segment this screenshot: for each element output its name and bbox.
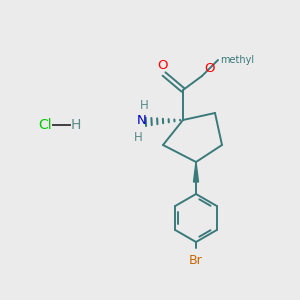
Text: O: O (158, 59, 168, 72)
Text: Cl: Cl (38, 118, 52, 132)
Polygon shape (194, 162, 199, 182)
Text: Br: Br (189, 254, 203, 267)
Text: H: H (140, 99, 148, 112)
Text: methyl: methyl (220, 55, 254, 65)
Text: O: O (204, 62, 214, 75)
Text: N: N (136, 115, 146, 128)
Text: H: H (71, 118, 81, 132)
Text: H: H (134, 131, 142, 144)
